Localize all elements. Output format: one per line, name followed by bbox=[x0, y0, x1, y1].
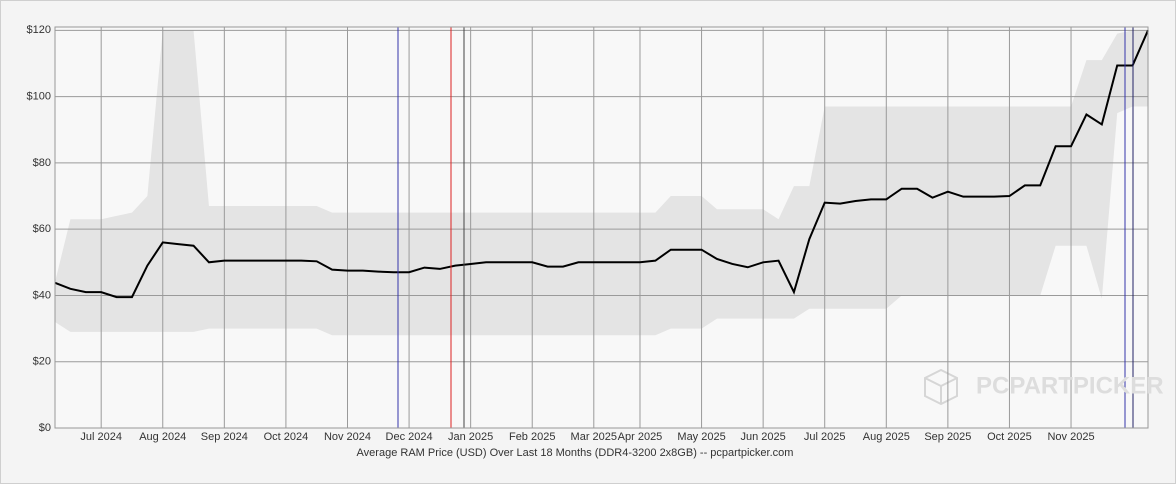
y-tick-label: $120 bbox=[27, 24, 51, 36]
x-tick-label: Aug 2024 bbox=[139, 431, 186, 443]
x-axis-label: Average RAM Price (USD) Over Last 18 Mon… bbox=[357, 447, 794, 459]
x-tick-label: Mar 2025 bbox=[571, 431, 617, 443]
plot-layer bbox=[54, 27, 1149, 429]
plot-border bbox=[54, 26, 1149, 429]
price-range-band bbox=[55, 30, 1148, 336]
x-tick-label: Aug 2025 bbox=[863, 431, 910, 443]
y-tick-label: $100 bbox=[27, 91, 51, 103]
x-tick-label: Nov 2024 bbox=[324, 431, 371, 443]
x-tick-label: Nov 2025 bbox=[1047, 431, 1094, 443]
x-tick-label: Sep 2025 bbox=[924, 431, 971, 443]
y-tick-label: $0 bbox=[39, 422, 51, 434]
x-tick-label: Jul 2025 bbox=[804, 431, 846, 443]
y-tick-label: $40 bbox=[33, 289, 51, 301]
y-tick-label: $20 bbox=[33, 356, 51, 368]
x-tick-label: Dec 2024 bbox=[386, 431, 433, 443]
watermark: PCPARTPICKER bbox=[976, 372, 1164, 399]
x-tick-label: Oct 2024 bbox=[264, 431, 309, 443]
y-tick-label: $60 bbox=[33, 223, 51, 235]
price-line bbox=[54, 29, 1149, 299]
x-tick-label: Sep 2024 bbox=[201, 431, 248, 443]
x-tick-label: Oct 2025 bbox=[987, 431, 1032, 443]
y-tick-label: $80 bbox=[33, 157, 51, 169]
x-tick-label: Jun 2025 bbox=[741, 431, 786, 443]
x-tick-label: May 2025 bbox=[677, 431, 725, 443]
watermark-logo bbox=[924, 368, 958, 406]
x-tick-label: Feb 2025 bbox=[509, 431, 555, 443]
x-tick-label: Jul 2024 bbox=[80, 431, 122, 443]
x-tick-label: Jan 2025 bbox=[448, 431, 493, 443]
x-tick-label: Apr 2025 bbox=[618, 431, 663, 443]
